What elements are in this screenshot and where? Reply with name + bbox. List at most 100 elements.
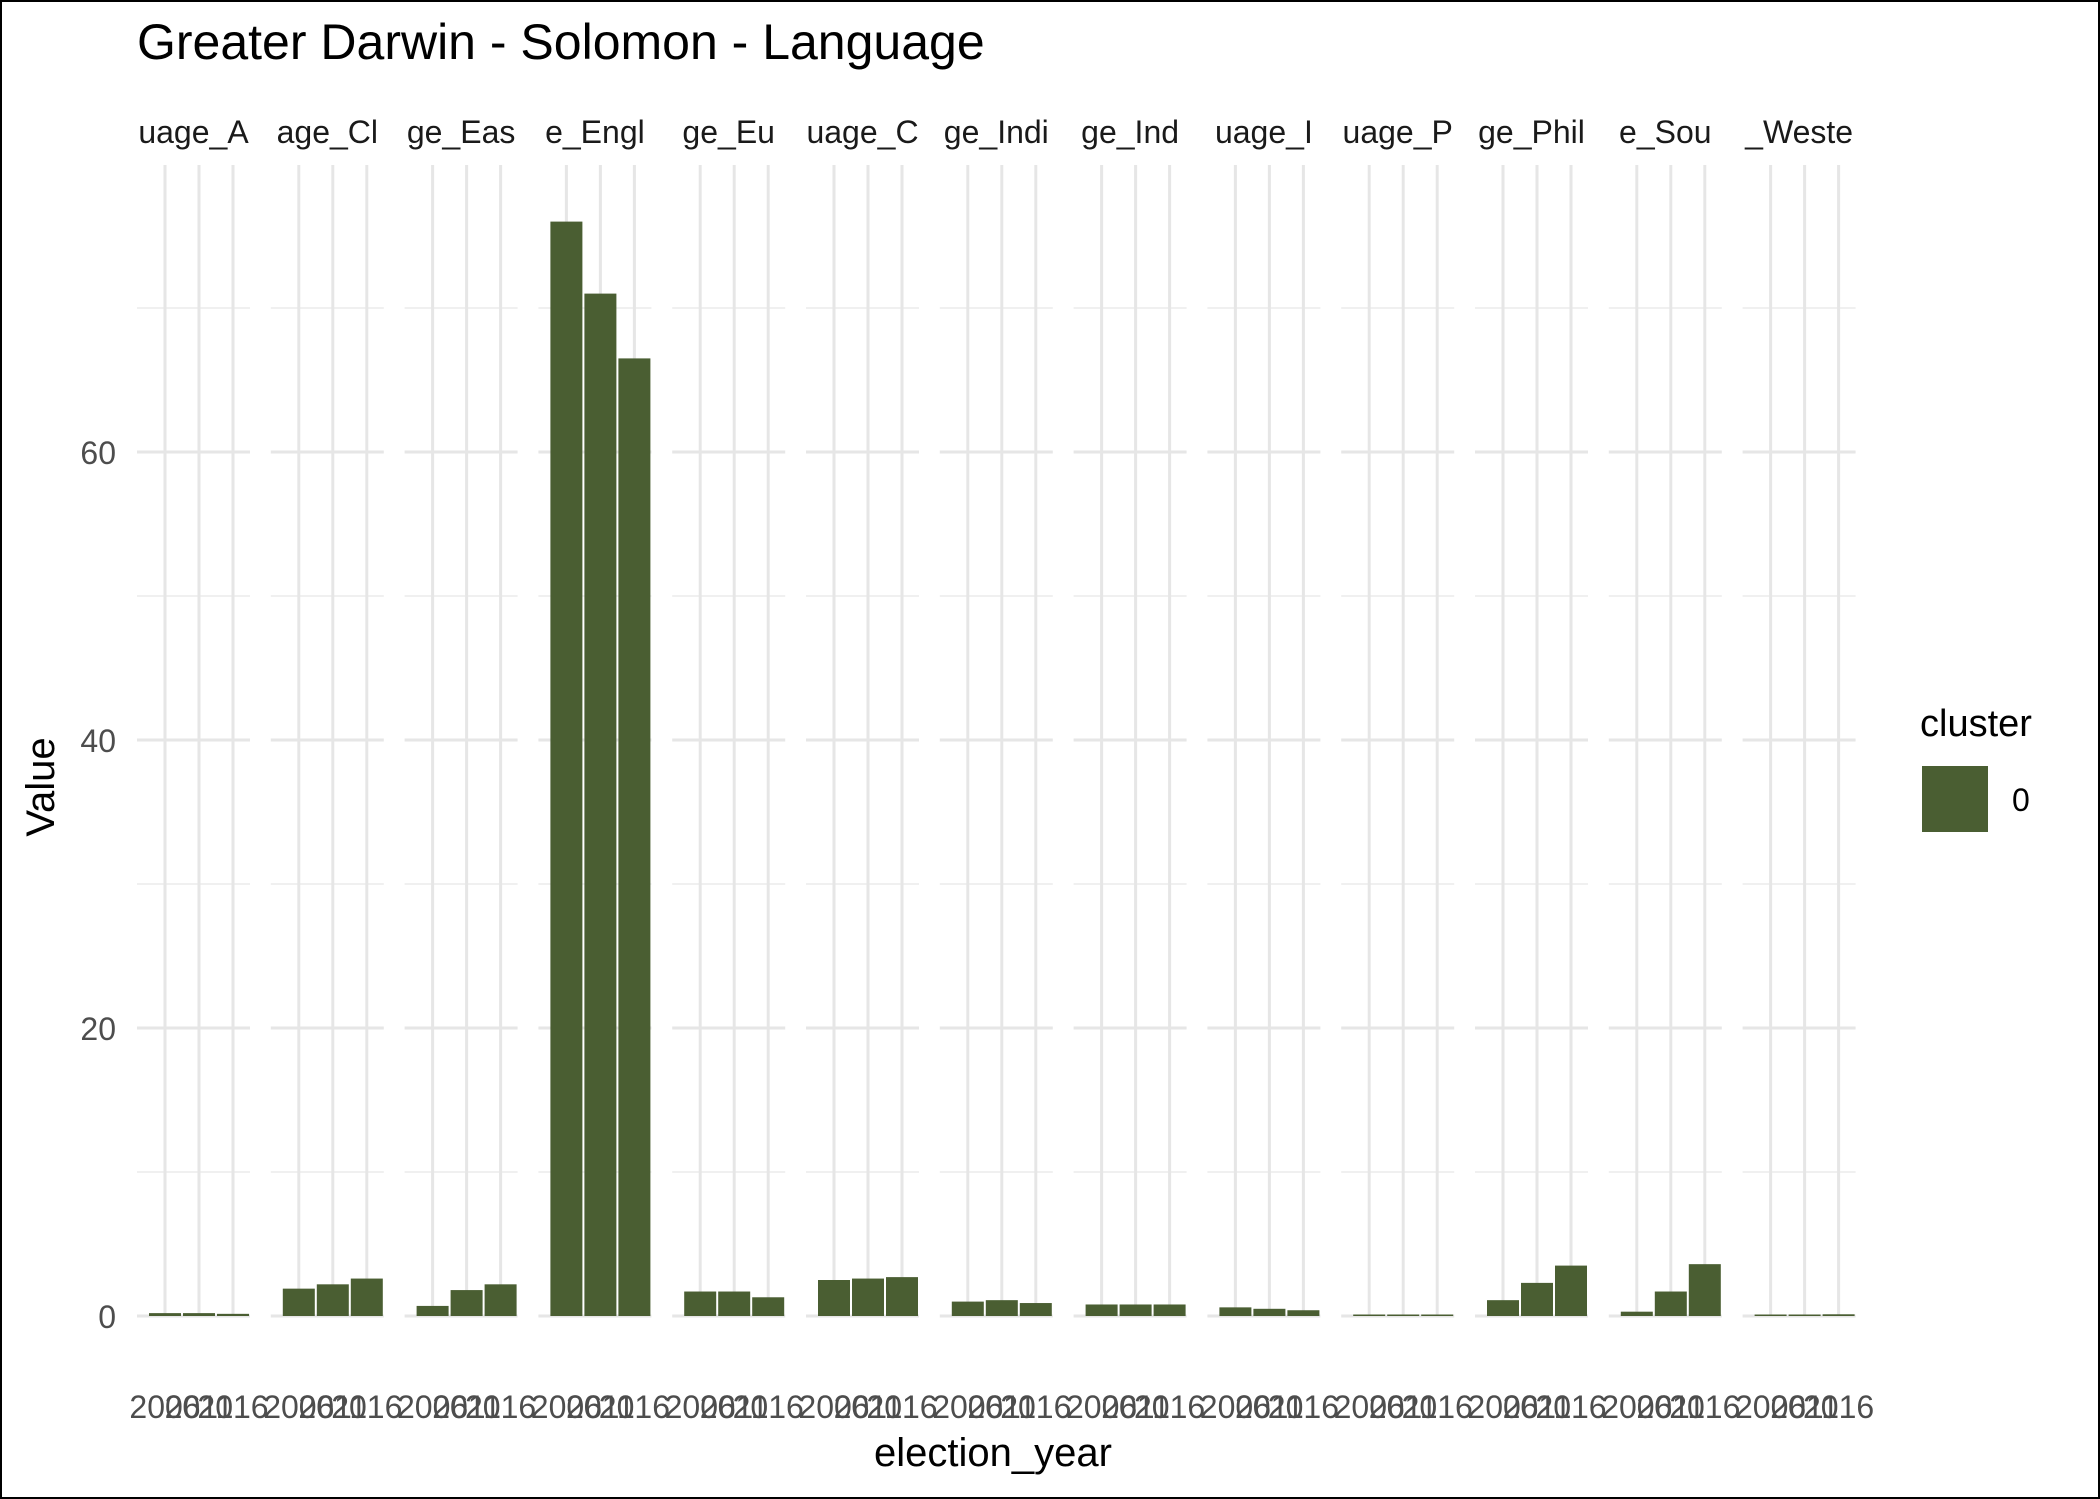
grid-layer: [137, 165, 1856, 1318]
x-tick-label: 2006: [932, 1389, 1003, 1425]
bar: [1521, 1282, 1553, 1316]
bar: [550, 221, 583, 1317]
facet-strip-label: e_Sou: [1619, 114, 1712, 150]
facet-strip-label: ge_Phil: [1478, 114, 1585, 150]
x-tick-label: 2016: [866, 1389, 937, 1425]
legend: cluster 0: [1920, 703, 2032, 832]
x-tick-label: 2016: [1803, 1389, 1874, 1425]
x-tick-label: 2016: [1535, 1389, 1606, 1425]
bar: [886, 1277, 918, 1316]
y-tick-label: 0: [98, 1299, 116, 1335]
bar: [852, 1278, 884, 1316]
x-tick-label: 2006: [1735, 1389, 1806, 1425]
bar: [1019, 1303, 1052, 1316]
x-tick-label: 2006: [397, 1389, 468, 1425]
x-tick-label: 2011: [1369, 1389, 1438, 1425]
bar: [1620, 1311, 1653, 1316]
legend-key: [1922, 766, 1988, 832]
bar: [1153, 1304, 1186, 1316]
x-tick-label: 2011: [1770, 1389, 1839, 1425]
bar: [1085, 1304, 1118, 1316]
x-tick-label: 2011: [834, 1389, 903, 1425]
bar: [684, 1291, 717, 1316]
facet-strip-label: uage_C: [806, 114, 918, 150]
x-axis-ticks: 2006201120162006201120162006201120162006…: [129, 1389, 1874, 1425]
x-tick-label: 2016: [1268, 1389, 1339, 1425]
bars: [149, 221, 1855, 1317]
y-axis-label: Value: [19, 737, 63, 836]
x-tick-label: 2016: [599, 1389, 670, 1425]
facet-strip-label: uage_P: [1343, 114, 1453, 150]
x-tick-label: 2011: [700, 1389, 769, 1425]
bar: [951, 1301, 984, 1316]
bar: [416, 1305, 449, 1316]
y-tick-label: 40: [80, 723, 116, 759]
facet-strip-label: uage_I: [1215, 114, 1313, 150]
x-tick-label: 2011: [1503, 1389, 1572, 1425]
x-tick-label: 2011: [1235, 1389, 1304, 1425]
x-tick-label: 2016: [1134, 1389, 1205, 1425]
bar: [584, 293, 617, 1317]
facet-strip-label: _Weste: [1744, 114, 1853, 150]
x-tick-label: 2011: [298, 1389, 367, 1425]
bar: [1688, 1264, 1721, 1316]
facet-strip-label: age_Cl: [277, 114, 378, 150]
x-tick-label: 2016: [1402, 1389, 1473, 1425]
bar: [1487, 1300, 1519, 1316]
facet-strip-label: ge_Indi: [944, 114, 1049, 150]
facet-strip-label: ge_Eas: [407, 114, 516, 150]
bar: [149, 1313, 181, 1316]
x-tick-label: 2006: [1066, 1389, 1137, 1425]
bar: [316, 1284, 349, 1316]
bar: [718, 1291, 751, 1316]
x-tick-label: 2006: [129, 1389, 200, 1425]
bar: [1253, 1308, 1286, 1316]
bar: [1788, 1314, 1821, 1316]
x-tick-label: 2006: [531, 1389, 602, 1425]
y-tick-label: 60: [80, 435, 116, 471]
x-tick-label: 2006: [1334, 1389, 1405, 1425]
x-tick-label: 2011: [566, 1389, 635, 1425]
y-tick-label: 20: [80, 1011, 116, 1047]
x-tick-label: 2011: [967, 1389, 1036, 1425]
bar: [1421, 1314, 1454, 1316]
bar: [618, 358, 651, 1316]
facet-strip-label: uage_A: [138, 114, 249, 150]
bar: [1219, 1307, 1252, 1316]
facet-strips: uage_A age_Cl ge_Eas e_Engl ge_Eu uage_C ge_In…: [138, 114, 1853, 150]
bar: [282, 1288, 315, 1316]
bar: [985, 1300, 1018, 1316]
facet-strip-label: e_Engl: [545, 114, 645, 150]
x-tick-label: 2016: [1000, 1389, 1071, 1425]
facet-strip-label: ge_Ind: [1081, 114, 1179, 150]
bar: [183, 1313, 215, 1316]
legend-title: cluster: [1920, 703, 2032, 745]
bar: [450, 1290, 483, 1316]
x-tick-label: 2011: [432, 1389, 501, 1425]
bar: [1353, 1314, 1386, 1316]
x-tick-label: 2006: [1601, 1389, 1672, 1425]
bar: [1119, 1304, 1152, 1316]
bar: [1555, 1265, 1587, 1316]
bar: [818, 1280, 850, 1316]
x-tick-label: 2016: [197, 1389, 268, 1425]
x-tick-label: 2011: [165, 1389, 234, 1425]
bar: [350, 1278, 383, 1316]
x-tick-label: 2006: [798, 1389, 869, 1425]
x-tick-label: 2016: [733, 1389, 804, 1425]
y-axis-ticks: 0 20 40 60: [80, 435, 116, 1335]
facet-strip-label: ge_Eu: [682, 114, 775, 150]
bar: [1754, 1314, 1787, 1316]
x-tick-label: 2016: [331, 1389, 402, 1425]
x-tick-label: 2011: [1636, 1389, 1705, 1425]
x-axis-label: election_year: [874, 1431, 1112, 1475]
x-tick-label: 2006: [1200, 1389, 1271, 1425]
bar: [752, 1297, 785, 1316]
x-tick-label: 2011: [1101, 1389, 1170, 1425]
legend-item-label: 0: [2012, 782, 2030, 818]
x-tick-label: 2006: [263, 1389, 334, 1425]
bar: [484, 1284, 517, 1316]
x-tick-label: 2016: [465, 1389, 536, 1425]
